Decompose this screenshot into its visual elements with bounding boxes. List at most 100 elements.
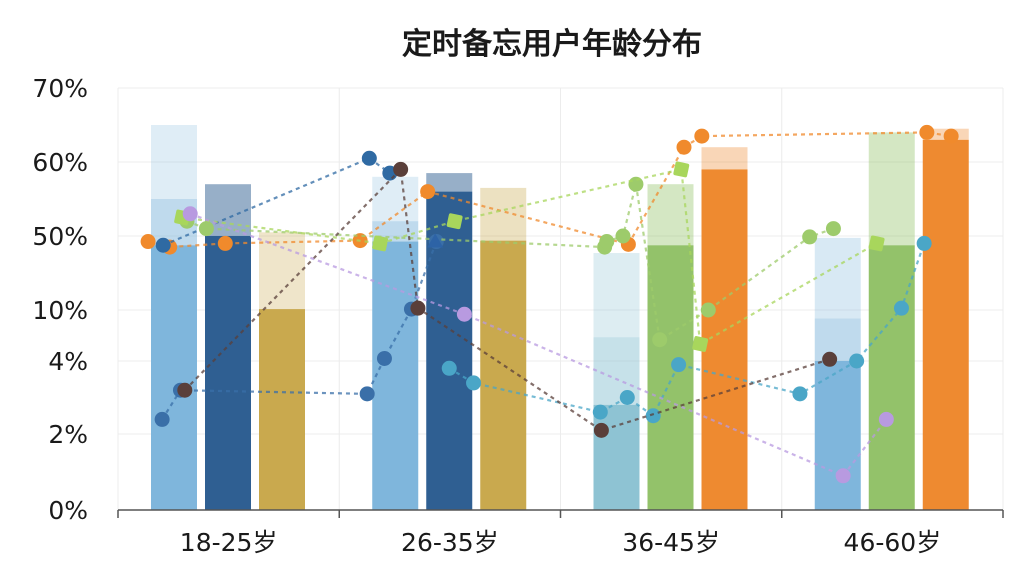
- bar-segment: [868, 245, 915, 510]
- data-point: [615, 228, 631, 244]
- data-point: [466, 375, 482, 391]
- data-point: [619, 390, 635, 405]
- data-point: [359, 386, 375, 402]
- bar-segment: [814, 361, 861, 510]
- data-point: [835, 468, 851, 484]
- bar-segment: [426, 173, 473, 192]
- bar: [151, 125, 197, 510]
- bar-segment: [922, 139, 969, 511]
- data-point: [593, 422, 609, 438]
- data-point: [868, 235, 885, 252]
- series: [174, 161, 885, 352]
- bar: [922, 128, 969, 511]
- bar: [593, 253, 640, 510]
- series-line: [161, 241, 438, 420]
- data-point: [692, 336, 709, 352]
- series: [441, 235, 932, 424]
- bar-segment: [151, 245, 197, 510]
- series-line: [147, 131, 952, 249]
- data-point: [916, 235, 932, 251]
- x-category-label: 26-35岁: [401, 528, 499, 557]
- bar: [480, 187, 527, 510]
- data-point: [694, 128, 710, 144]
- data-point: [628, 176, 644, 192]
- bar: [259, 232, 305, 510]
- data-point: [849, 353, 865, 369]
- data-point: [198, 221, 214, 237]
- data-point: [943, 128, 959, 144]
- y-tick-label: 50%: [32, 222, 88, 251]
- data-point: [427, 233, 444, 248]
- data-point: [822, 351, 838, 367]
- bar: [701, 147, 748, 510]
- axes-layer: 0% 2% 4% 10% 50% 60% 70% 18-25岁 26-35岁 36-45岁 46-6…: [32, 74, 1004, 557]
- data-point: [446, 213, 463, 230]
- series-line: [189, 212, 888, 478]
- data-point: [393, 161, 409, 177]
- series-line: [162, 157, 391, 247]
- series: [182, 206, 894, 484]
- bar-segment: [647, 245, 694, 510]
- bars-layer: [151, 125, 969, 511]
- bar-segment: [814, 318, 861, 361]
- data-point: [420, 184, 436, 200]
- bar-segment: [701, 147, 748, 170]
- bar-segment: [259, 309, 305, 510]
- data-point: [878, 411, 894, 427]
- data-point: [410, 300, 426, 316]
- y-tick-label: 60%: [32, 148, 88, 177]
- x-category-label: 36-45岁: [622, 528, 720, 557]
- data-point: [652, 332, 668, 348]
- x-category-label: 18-25岁: [180, 528, 278, 557]
- data-point: [441, 360, 457, 376]
- data-point: [177, 382, 193, 398]
- y-tick-label: 4%: [48, 347, 88, 376]
- data-point: [802, 229, 818, 245]
- data-point: [599, 234, 615, 250]
- bar-segment: [814, 237, 861, 319]
- x-category-label: 46-60岁: [844, 528, 942, 557]
- y-tick-label: 10%: [32, 296, 88, 325]
- data-point: [361, 150, 377, 166]
- series: [177, 161, 838, 438]
- y-tick-label: 0%: [48, 496, 88, 525]
- data-point: [217, 235, 233, 251]
- data-point: [155, 237, 171, 253]
- bar-segment: [701, 169, 748, 510]
- data-point: [671, 357, 687, 373]
- data-point: [673, 161, 690, 178]
- data-point: [893, 300, 909, 316]
- bar: [647, 184, 694, 510]
- chart-title: 定时备忘用户年龄分布: [402, 27, 702, 62]
- data-point: [825, 221, 841, 237]
- y-tick-label: 2%: [48, 420, 88, 449]
- data-point: [700, 302, 716, 318]
- bar: [868, 132, 915, 510]
- bar: [814, 237, 861, 510]
- series-lines-layer: [140, 124, 959, 484]
- data-point: [376, 350, 392, 366]
- data-point: [456, 306, 472, 322]
- bar-segment: [372, 241, 419, 511]
- y-tick-label: 70%: [32, 74, 88, 103]
- data-point: [676, 139, 692, 155]
- bar-segment: [259, 232, 305, 310]
- series-line: [448, 243, 926, 418]
- bar: [205, 184, 251, 510]
- data-point: [919, 124, 935, 140]
- data-point: [792, 386, 808, 402]
- data-point: [645, 408, 661, 424]
- bar-segment: [593, 404, 640, 510]
- data-point: [154, 411, 170, 427]
- data-point: [140, 234, 156, 250]
- bar-segment: [868, 132, 915, 246]
- data-point: [182, 206, 198, 222]
- series-line: [181, 168, 878, 346]
- series: [427, 233, 444, 248]
- bar: [372, 176, 419, 511]
- bar-segment: [480, 187, 527, 241]
- data-point: [592, 404, 608, 420]
- bar-segment: [151, 125, 197, 199]
